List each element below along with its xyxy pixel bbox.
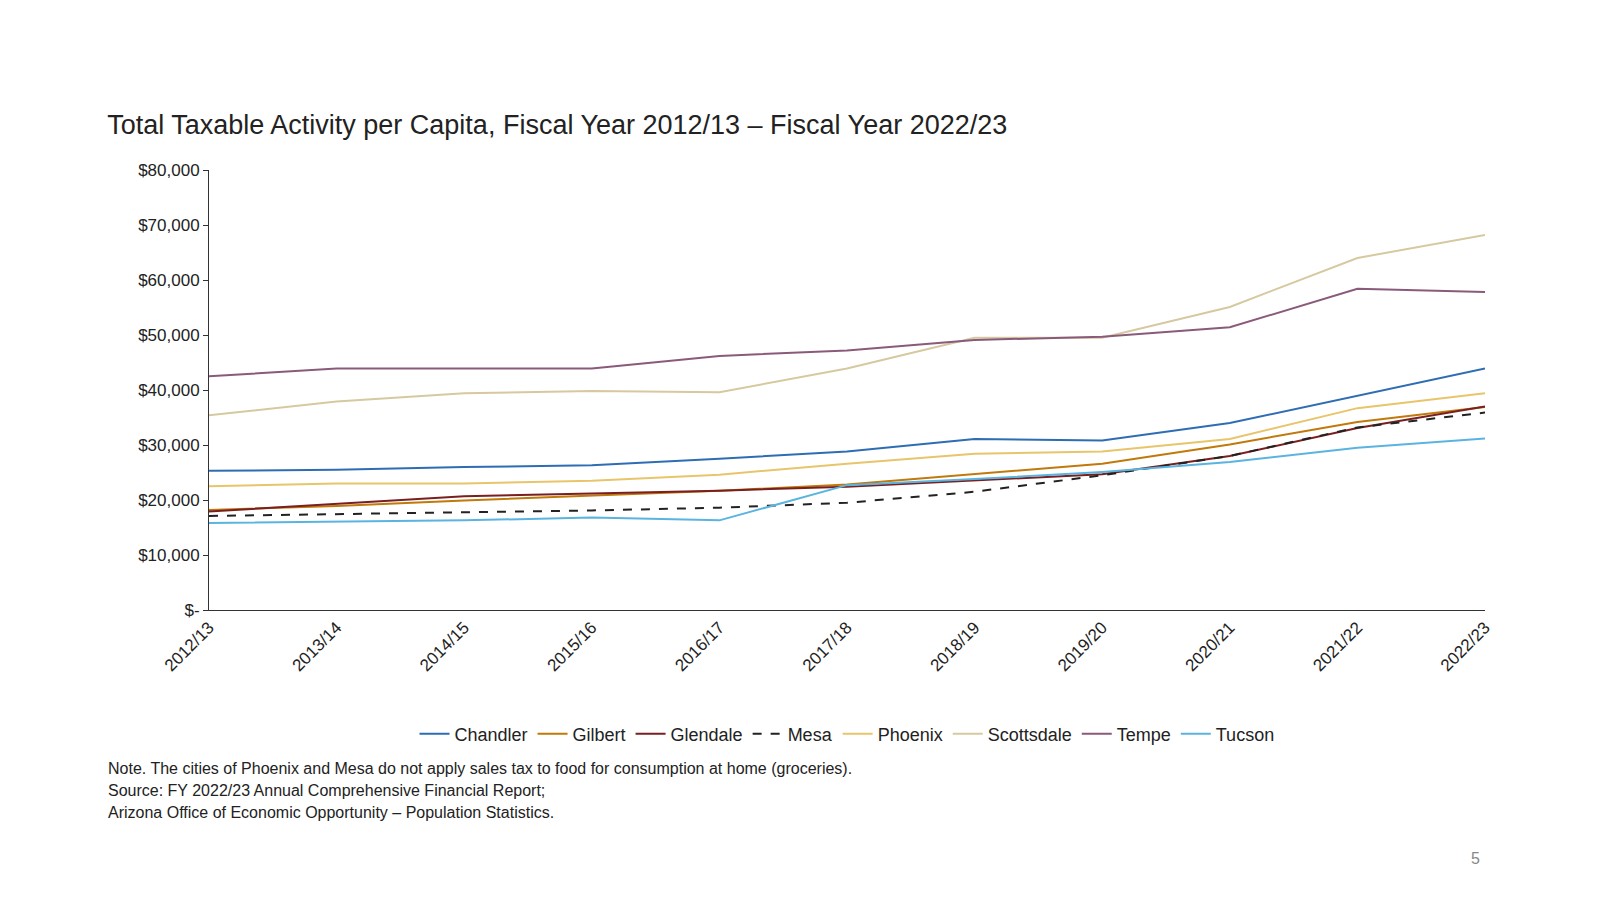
svg-text:2020/21: 2020/21 xyxy=(1182,618,1239,675)
svg-text:Scottsdale: Scottsdale xyxy=(988,725,1072,745)
svg-text:Total Taxable Activity per Cap: Total Taxable Activity per Capita, Fisca… xyxy=(107,110,1007,140)
svg-text:Phoenix: Phoenix xyxy=(878,725,943,745)
svg-text:$40,000: $40,000 xyxy=(138,381,199,400)
svg-text:$50,000: $50,000 xyxy=(138,326,199,345)
svg-text:$-: $- xyxy=(184,601,199,620)
svg-text:$20,000: $20,000 xyxy=(138,491,199,510)
svg-text:$80,000: $80,000 xyxy=(138,161,199,180)
svg-text:2019/20: 2019/20 xyxy=(1054,618,1111,675)
svg-text:2015/16: 2015/16 xyxy=(544,618,601,675)
svg-text:2016/17: 2016/17 xyxy=(671,618,728,675)
svg-text:Tucson: Tucson xyxy=(1216,725,1274,745)
svg-text:2013/14: 2013/14 xyxy=(289,618,346,675)
svg-text:$70,000: $70,000 xyxy=(138,216,199,235)
svg-text:2021/22: 2021/22 xyxy=(1309,618,1366,675)
svg-text:2014/15: 2014/15 xyxy=(416,618,473,675)
svg-text:2022/23: 2022/23 xyxy=(1437,618,1494,675)
html-text:Arizona Office of Economic Opp: Arizona Office of Economic Opportunity –… xyxy=(108,804,555,821)
svg-text:Mesa: Mesa xyxy=(788,725,833,745)
svg-text:2018/19: 2018/19 xyxy=(927,618,984,675)
html-text:5: 5 xyxy=(1471,850,1480,867)
svg-text:2012/13: 2012/13 xyxy=(161,618,218,675)
svg-text:Gilbert: Gilbert xyxy=(573,725,626,745)
html-text:Source: FY 2022/23 Annual Comp: Source: FY 2022/23 Annual Comprehensive … xyxy=(108,782,546,799)
html-text:Note. The cities of Phoenix an: Note. The cities of Phoenix and Mesa do … xyxy=(108,760,853,777)
svg-text:Tempe: Tempe xyxy=(1117,725,1171,745)
svg-text:$30,000: $30,000 xyxy=(138,436,199,455)
svg-text:Glendale: Glendale xyxy=(671,725,743,745)
svg-text:$60,000: $60,000 xyxy=(138,271,199,290)
svg-text:2017/18: 2017/18 xyxy=(799,618,856,675)
svg-text:Chandler: Chandler xyxy=(455,725,528,745)
svg-text:$10,000: $10,000 xyxy=(138,546,199,565)
